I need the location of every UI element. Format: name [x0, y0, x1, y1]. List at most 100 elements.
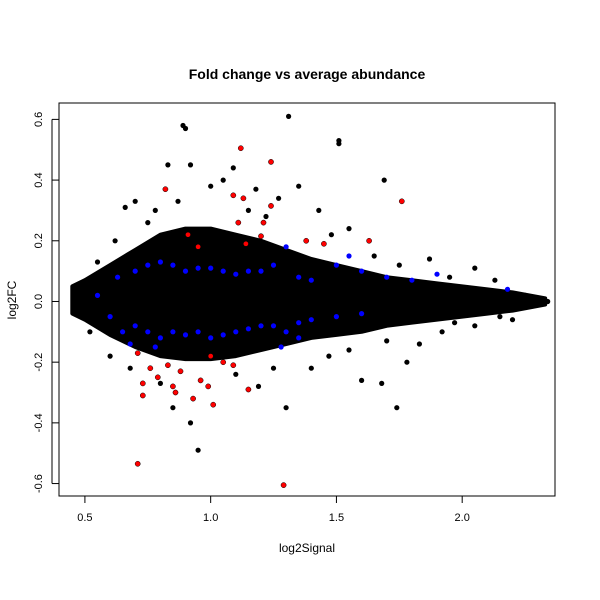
point-all	[381, 177, 387, 183]
x-tick-label: 2.0	[455, 512, 470, 524]
point-all	[230, 165, 236, 171]
point-blue	[220, 268, 226, 274]
point-red	[260, 219, 267, 226]
point-all	[195, 447, 201, 453]
point-blue	[132, 323, 138, 329]
x-tick-label: 0.5	[77, 512, 92, 524]
point-all	[394, 405, 400, 411]
point-blue	[182, 268, 189, 274]
point-blue	[170, 262, 176, 268]
point-blue	[270, 262, 277, 268]
point-red	[185, 231, 191, 238]
point-all	[245, 207, 251, 213]
point-all	[187, 420, 194, 426]
point-all	[157, 380, 163, 386]
point-all	[316, 207, 322, 213]
point-blue	[296, 274, 302, 280]
point-red	[205, 383, 212, 390]
point-red	[195, 243, 201, 250]
point-all	[346, 347, 352, 353]
point-all	[152, 207, 158, 213]
point-all	[122, 204, 128, 210]
point-all	[326, 353, 332, 359]
point-blue	[120, 329, 126, 335]
point-blue	[170, 329, 176, 335]
point-all	[522, 292, 528, 298]
point-red	[280, 482, 287, 488]
point-all	[253, 186, 259, 192]
point-all	[509, 317, 516, 323]
point-all	[283, 405, 289, 411]
point-all	[208, 183, 214, 189]
point-blue	[182, 332, 189, 338]
point-red	[177, 368, 184, 375]
point-blue	[233, 329, 239, 335]
point-blue	[208, 265, 214, 271]
point-red	[366, 237, 372, 244]
point-all	[233, 371, 239, 377]
y-tick-label: 0.2	[33, 233, 45, 248]
point-red	[154, 374, 161, 381]
point-red	[170, 383, 176, 390]
point-blue	[195, 329, 201, 335]
point-all	[336, 141, 342, 147]
point-red	[162, 186, 169, 193]
point-all	[359, 377, 365, 383]
point-all	[286, 113, 292, 119]
x-axis-label: log2Signal	[279, 541, 335, 555]
point-all	[497, 314, 503, 320]
dense-core	[70, 226, 548, 362]
point-blue	[94, 292, 101, 298]
point-all	[545, 298, 551, 305]
point-all	[426, 256, 433, 262]
point-red	[258, 233, 264, 240]
point-blue	[308, 317, 314, 323]
point-all	[447, 274, 453, 280]
point-all	[492, 277, 498, 283]
x-tick-label: 1.5	[329, 512, 344, 524]
point-red	[237, 145, 244, 152]
point-blue	[296, 320, 302, 326]
point-red	[197, 377, 204, 384]
point-blue	[245, 326, 251, 332]
point-red	[210, 401, 217, 408]
point-red	[243, 240, 249, 247]
point-blue	[258, 323, 264, 329]
point-blue	[346, 253, 352, 259]
point-red	[268, 159, 274, 165]
point-blue	[157, 335, 163, 341]
point-all	[535, 298, 541, 305]
point-blue	[132, 268, 138, 274]
point-red	[230, 192, 237, 199]
point-all	[296, 183, 302, 189]
point-blue	[296, 335, 302, 341]
data-points	[74, 113, 551, 488]
point-red	[240, 195, 247, 202]
point-blue	[359, 311, 365, 317]
y-tick-label: 0.6	[33, 112, 45, 127]
point-red	[303, 237, 310, 244]
point-blue	[333, 314, 339, 320]
point-red	[235, 219, 242, 226]
point-all	[263, 213, 269, 220]
point-all	[77, 289, 83, 295]
point-all	[132, 198, 138, 204]
point-all	[472, 323, 478, 329]
point-all	[371, 253, 377, 259]
point-blue	[283, 244, 289, 250]
point-red	[268, 203, 274, 209]
point-blue	[195, 265, 201, 271]
point-all	[145, 220, 151, 226]
point-blue	[384, 274, 390, 280]
point-all	[472, 265, 478, 271]
point-all	[404, 359, 410, 365]
point-all	[255, 383, 262, 389]
point-all	[416, 341, 422, 347]
point-blue	[145, 262, 151, 268]
chart-title: Fold change vs average abundance	[189, 66, 426, 82]
point-blue	[127, 341, 133, 347]
point-all	[182, 125, 189, 132]
point-all	[270, 365, 277, 371]
point-all	[276, 195, 282, 201]
